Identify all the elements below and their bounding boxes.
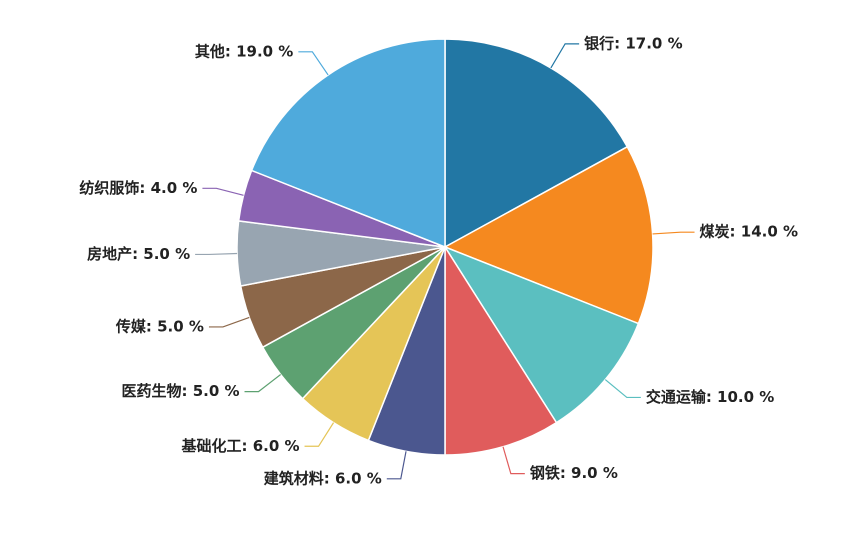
leader-line: [195, 252, 238, 256]
leader-line: [550, 43, 580, 69]
slice-label: 交通运输: 10.0 %: [646, 388, 774, 406]
leader-line: [604, 379, 641, 399]
slice-label: 银行: 17.0 %: [584, 34, 682, 52]
pie-slice: [443, 245, 640, 424]
leader-line: [652, 231, 695, 235]
slice-label: 房地产: 5.0 %: [87, 245, 190, 263]
slice-label: 传媒: 5.0 %: [115, 317, 204, 335]
slice-label: 钢铁: 9.0 %: [530, 464, 618, 482]
leader-line: [298, 51, 329, 76]
pie-slice: [443, 145, 654, 325]
slice-label: 纺织服饰: 4.0 %: [79, 179, 197, 197]
slice-label: 建筑材料: 6.0 %: [264, 469, 382, 487]
leader-line: [386, 451, 407, 480]
pie-slice: [444, 244, 558, 456]
leader-line: [208, 316, 250, 328]
pie-slice: [250, 38, 446, 249]
leader-line: [502, 446, 525, 475]
pie-slice: [444, 38, 629, 249]
slice-label: 医药生物: 5.0 %: [121, 382, 239, 400]
slice-label: 煤炭: 14.0 %: [700, 223, 798, 241]
leader-line: [202, 187, 244, 196]
slice-label: 基础化工: 6.0 %: [180, 437, 299, 455]
slice-label: 其他: 19.0 %: [195, 42, 293, 60]
leader-line: [244, 374, 282, 393]
leader-line: [304, 422, 335, 447]
